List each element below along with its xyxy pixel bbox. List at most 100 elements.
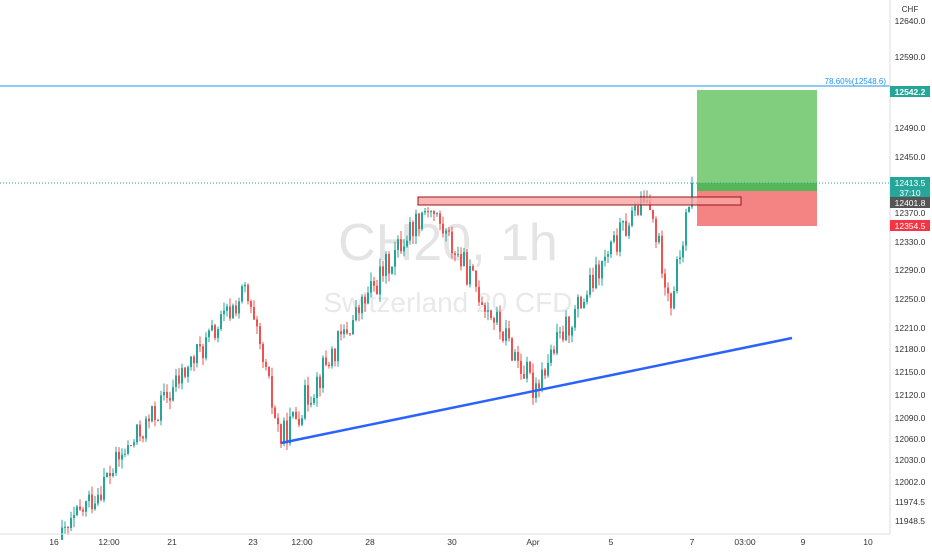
candle-body: [496, 311, 498, 323]
candle-body: [121, 454, 123, 460]
resistance-zone[interactable]: [417, 196, 742, 206]
candle-body: [637, 205, 639, 215]
candle-body: [568, 316, 570, 336]
candle-body: [169, 397, 171, 401]
candle-body: [139, 424, 141, 437]
candle-body: [655, 218, 657, 243]
candle-body: [553, 349, 555, 354]
candle-body: [406, 240, 408, 247]
candle-body: [85, 501, 87, 512]
candle-body: [442, 223, 444, 234]
time-tick-label: 5: [609, 537, 614, 547]
candle-body: [580, 296, 582, 309]
profit-zone[interactable]: [697, 90, 817, 191]
candle-body: [592, 274, 594, 289]
price-tick-label: 12590.0: [895, 52, 926, 62]
candle-body: [613, 235, 615, 242]
candle-body: [166, 391, 168, 398]
candle-body: [100, 494, 102, 500]
candle-body: [520, 360, 522, 374]
candle-body: [586, 294, 588, 302]
candle-body: [664, 273, 666, 288]
time-tick-label: 23: [248, 537, 258, 547]
time-tick-label: 16: [49, 537, 59, 547]
price-tick-label: 12370.0: [895, 208, 926, 218]
price-axis[interactable]: 12640.0 12590.0 12490.0 12450.0 12370.0 12330…: [895, 16, 926, 526]
loss-zone[interactable]: [697, 191, 817, 226]
candle-body: [595, 264, 597, 289]
candle-body: [601, 260, 603, 279]
candle-body: [106, 472, 108, 478]
candle-body: [517, 352, 519, 361]
candle-body: [79, 506, 81, 510]
candle-body: [352, 319, 354, 335]
candle-body: [184, 367, 186, 377]
candle-body: [220, 314, 222, 330]
price-tick-label: 12640.0: [895, 16, 926, 26]
price-tick-label: 12150.0: [895, 367, 926, 377]
stop-badge: 12354.5: [890, 220, 930, 231]
candle-body: [493, 318, 495, 323]
candle-body: [127, 445, 129, 454]
watermark-name: Switzerland 20 CFD: [324, 287, 573, 318]
candle-body: [463, 252, 465, 267]
candle-body: [550, 349, 552, 363]
candle-body: [400, 239, 402, 252]
price-tick-label: 12210.0: [895, 323, 926, 333]
candle-body: [304, 385, 306, 419]
candle-body: [250, 301, 252, 308]
candle-body: [274, 407, 276, 418]
candle-body: [490, 310, 492, 319]
time-tick-label: 30: [447, 537, 457, 547]
currency-label: CHF: [902, 5, 919, 14]
time-tick-label: 21: [167, 537, 177, 547]
candle-body: [328, 364, 330, 367]
candle-body: [571, 327, 573, 336]
candle-body: [430, 211, 432, 213]
candle-body: [547, 362, 549, 376]
candle-body: [109, 472, 111, 477]
candle-body: [148, 418, 150, 422]
candle-body: [316, 376, 318, 398]
candle-body: [202, 346, 204, 359]
candle-body: [199, 344, 201, 347]
candle-body: [589, 274, 591, 295]
time-tick-label: 10: [863, 537, 873, 547]
time-axis[interactable]: 16 12:00 21 23 12:00 28 30 Apr 5 7 03:00 9 10: [49, 537, 873, 547]
candle-body: [196, 344, 198, 364]
candle-body: [682, 245, 684, 258]
price-tick-label: 12030.0: [895, 455, 926, 465]
candle-body: [538, 383, 540, 389]
time-tick-label: 12:00: [98, 537, 120, 547]
candle-body: [460, 254, 462, 267]
candle-body: [232, 305, 234, 319]
candle-body: [610, 241, 612, 255]
candle-body: [424, 211, 426, 213]
price-tick-label: 12180.0: [895, 344, 926, 354]
candle-body: [379, 266, 381, 295]
candle-body: [397, 239, 399, 250]
candle-body: [691, 183, 693, 207]
candle-body: [448, 230, 450, 232]
candle-body: [634, 205, 636, 211]
candle-body: [229, 306, 231, 319]
ascending-trendline[interactable]: [280, 336, 793, 445]
candle-body: [76, 506, 78, 516]
candle-body: [484, 304, 486, 312]
candle-body: [334, 348, 336, 362]
entry-badge-text: 12401.8: [895, 198, 926, 208]
candle-body: [475, 270, 477, 287]
candle-body: [487, 310, 489, 312]
entry-band: [697, 183, 817, 191]
time-tick-label: 28: [365, 537, 375, 547]
candle-body: [277, 417, 279, 425]
candle-body: [565, 316, 567, 340]
candle-body: [505, 328, 507, 341]
candle-body: [367, 292, 369, 304]
price-tick-label: 12250.0: [895, 294, 926, 304]
price-tick-label: 12090.0: [895, 413, 926, 423]
candle-body: [421, 212, 423, 229]
candle-body: [256, 319, 258, 327]
price-tick-label: 12490.0: [895, 123, 926, 133]
